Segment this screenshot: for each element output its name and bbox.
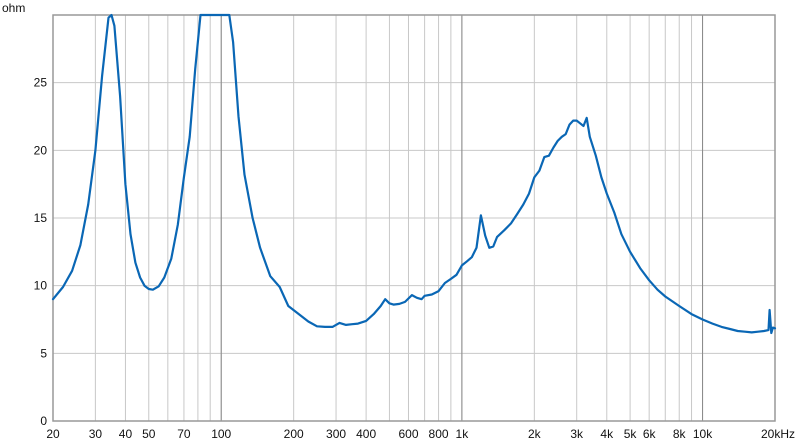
x-tick-label: 100 (211, 427, 231, 441)
x-tick-label: 800 (429, 427, 449, 441)
x-tick-label: 400 (356, 427, 376, 441)
y-axis-unit-label: ohm (2, 1, 25, 15)
x-tick-label: 8k (673, 427, 687, 441)
x-tick-label: 600 (398, 427, 418, 441)
grid (52, 15, 776, 422)
y-tick-label: 0 (40, 414, 47, 428)
x-tick-label: 300 (326, 427, 346, 441)
x-tick-label: 1k (456, 427, 470, 441)
y-axis-ticks: 0 5 10 15 20 25 (34, 76, 48, 428)
x-tick-label: 3k (570, 427, 584, 441)
impedance-series-line (51, 13, 777, 335)
y-tick-label: 15 (34, 211, 48, 225)
y-tick-label: 10 (34, 279, 48, 293)
x-tick-label: 4k (600, 427, 614, 441)
x-axis-ticks: 20 30 40 50 70 100 200 300 400 600 800 1k 2k 3k 4k 5k 6k… (46, 427, 795, 441)
x-tick-label: 10k (693, 427, 713, 441)
y-tick-label: 5 (40, 346, 47, 360)
x-tick-label: 20kHz (761, 427, 795, 441)
y-tick-label: 20 (34, 143, 48, 157)
x-tick-label: 30 (89, 427, 103, 441)
x-tick-label: 70 (177, 427, 191, 441)
x-tick-label: 20 (46, 427, 60, 441)
x-tick-label: 40 (119, 427, 133, 441)
x-tick-label: 6k (643, 427, 657, 441)
x-tick-label: 2k (528, 427, 542, 441)
plot-frame (52, 14, 776, 422)
x-tick-label: 50 (142, 427, 156, 441)
x-tick-label: 5k (624, 427, 638, 441)
y-tick-label: 25 (34, 76, 48, 90)
x-tick-label: 200 (284, 427, 304, 441)
